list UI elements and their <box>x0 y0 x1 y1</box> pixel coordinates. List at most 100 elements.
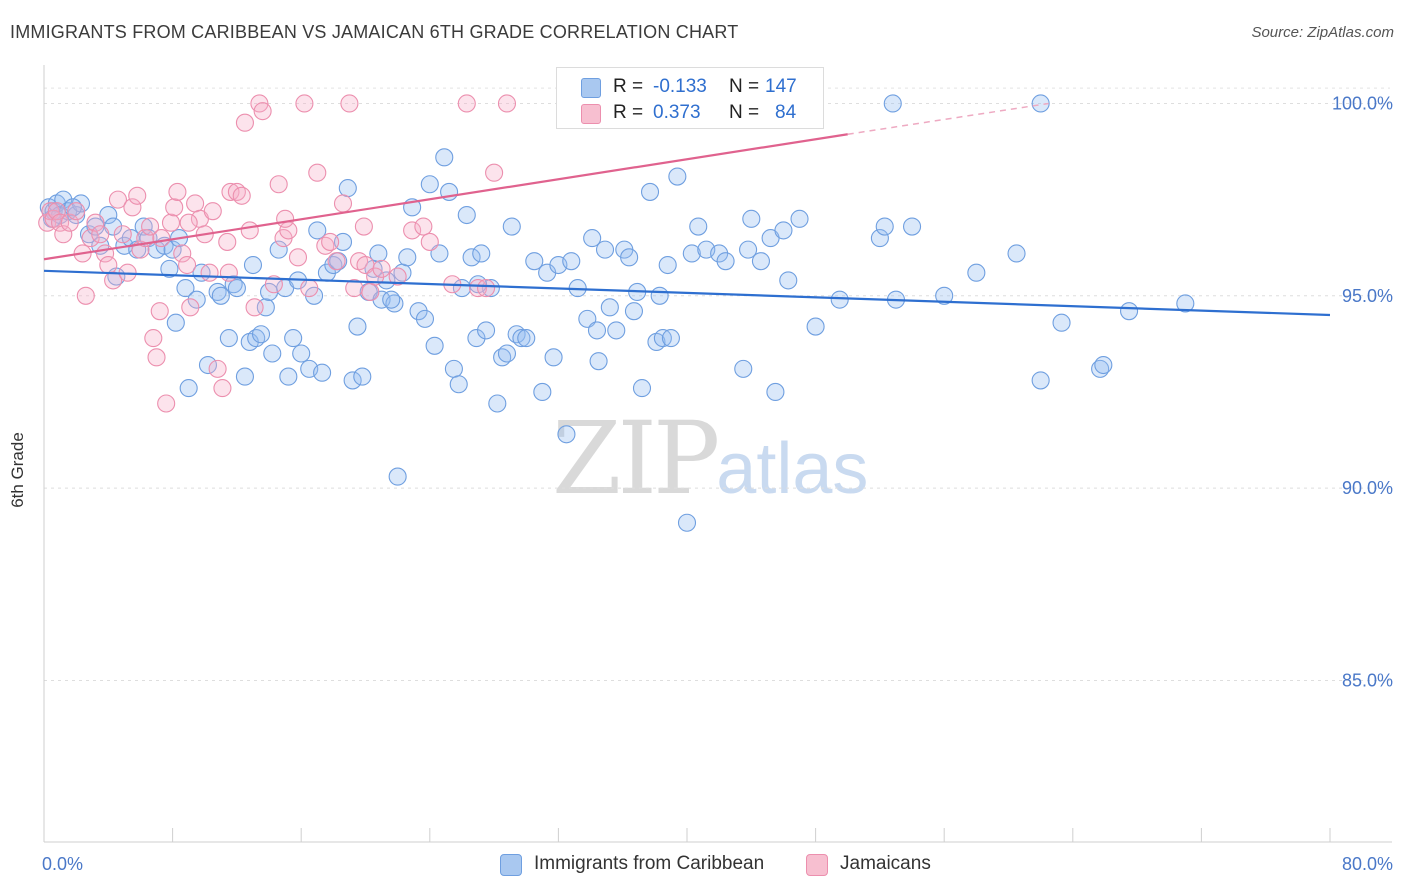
tick-labels: 85.0% 90.0% 95.0% 100.0% 0.0% 80.0% <box>42 93 1393 874</box>
point-caribbean <box>682 244 701 263</box>
point-jamaicans <box>388 267 407 286</box>
point-caribbean <box>198 355 218 375</box>
point-jamaicans <box>403 221 422 240</box>
point-jamaicans <box>354 217 373 236</box>
point-caribbean <box>557 425 576 444</box>
point-jamaicans <box>232 186 251 205</box>
point-caribbean <box>544 348 563 367</box>
stats-swatch-caribbean <box>581 78 601 98</box>
point-caribbean <box>284 329 303 348</box>
point-caribbean <box>409 302 428 321</box>
point-caribbean <box>187 290 206 309</box>
point-caribbean <box>333 232 353 251</box>
x-tick-label: 0.0% <box>42 854 83 874</box>
y-tick-label: 90.0% <box>1342 478 1393 498</box>
point-caribbean <box>632 379 652 398</box>
point-jamaicans <box>420 232 439 251</box>
point-jamaicans <box>150 302 169 321</box>
point-caribbean <box>774 221 793 240</box>
point-jamaicans <box>141 217 160 236</box>
point-caribbean <box>251 325 271 344</box>
point-caribbean <box>472 244 491 263</box>
point-caribbean <box>779 271 798 290</box>
point-jamaicans <box>219 263 238 282</box>
point-caribbean <box>211 286 230 305</box>
point-caribbean <box>179 379 198 398</box>
point-jamaicans <box>179 213 198 232</box>
point-caribbean <box>870 229 889 248</box>
trend-line-caribbean <box>43 269 1331 317</box>
point-jamaicans <box>147 348 166 367</box>
axes <box>43 65 1392 843</box>
point-jamaicans <box>123 198 142 217</box>
point-jamaicans <box>203 202 222 221</box>
point-jamaicans <box>321 232 340 251</box>
point-jamaicans <box>161 213 181 232</box>
point-jamaicans <box>181 298 200 317</box>
point-caribbean <box>269 240 288 259</box>
point-jamaicans <box>108 190 127 209</box>
point-jamaicans <box>477 279 496 298</box>
point-caribbean <box>457 205 476 225</box>
stats-legend: R = -0.133 N = 147 R = 0.373 N = 84 <box>556 67 824 129</box>
y-tick-label: 100.0% <box>1332 93 1393 113</box>
point-jamaicans <box>340 94 359 113</box>
legend-label-caribbean: Immigrants from Caribbean <box>534 853 765 874</box>
point-caribbean <box>425 336 444 355</box>
point-caribbean <box>292 344 311 363</box>
point-caribbean <box>502 217 521 236</box>
point-caribbean <box>235 367 254 386</box>
point-caribbean <box>742 209 761 228</box>
point-caribbean <box>343 371 362 390</box>
trend-line-jamaicans <box>43 133 848 261</box>
point-jamaicans <box>128 186 147 205</box>
bottom-legend: Immigrants from Caribbean Jamaicans <box>0 852 1406 878</box>
point-caribbean <box>902 217 922 236</box>
point-jamaicans <box>67 202 86 221</box>
point-caribbean <box>716 252 735 271</box>
point-caribbean <box>689 217 708 236</box>
point-caribbean <box>600 298 619 317</box>
stats-swatch-jamaicans <box>581 104 601 124</box>
point-caribbean <box>462 248 481 267</box>
point-caribbean <box>430 244 449 263</box>
point-jamaicans <box>295 94 314 113</box>
point-jamaicans <box>221 182 240 201</box>
point-caribbean <box>1176 294 1195 313</box>
point-jamaicans <box>99 255 118 275</box>
point-jamaicans <box>173 244 192 263</box>
point-caribbean <box>1120 302 1139 321</box>
stats-r-value: 0.373 <box>653 102 701 123</box>
point-jamaicans <box>178 255 197 275</box>
point-caribbean <box>517 329 536 348</box>
x-tick-label: 80.0% <box>1342 854 1393 874</box>
stats-r-value: -0.133 <box>653 76 707 97</box>
point-jamaicans <box>253 102 272 121</box>
point-caribbean <box>134 217 153 236</box>
point-caribbean <box>512 329 531 348</box>
point-caribbean <box>734 359 753 378</box>
point-jamaicans <box>208 359 227 378</box>
point-jamaicans <box>213 379 232 398</box>
point-caribbean <box>477 321 496 340</box>
point-caribbean <box>382 290 401 309</box>
y-tick-label: 95.0% <box>1342 286 1393 306</box>
point-caribbean <box>353 367 372 386</box>
point-caribbean <box>54 190 73 209</box>
point-jamaicans <box>264 275 283 294</box>
point-caribbean <box>467 329 486 348</box>
point-caribbean <box>444 359 463 378</box>
point-caribbean <box>163 240 182 259</box>
point-caribbean <box>227 279 246 298</box>
point-caribbean <box>313 363 332 382</box>
point-jamaicans <box>47 202 66 221</box>
point-caribbean <box>497 344 517 363</box>
point-jamaicans <box>457 94 476 113</box>
chart-source: Source: ZipAtlas.com <box>1251 24 1394 41</box>
point-caribbean <box>388 467 407 486</box>
point-caribbean <box>766 382 785 402</box>
point-caribbean <box>415 309 435 328</box>
point-jamaicans <box>218 232 237 251</box>
point-jamaicans <box>168 182 187 201</box>
point-jamaicans <box>372 259 391 278</box>
